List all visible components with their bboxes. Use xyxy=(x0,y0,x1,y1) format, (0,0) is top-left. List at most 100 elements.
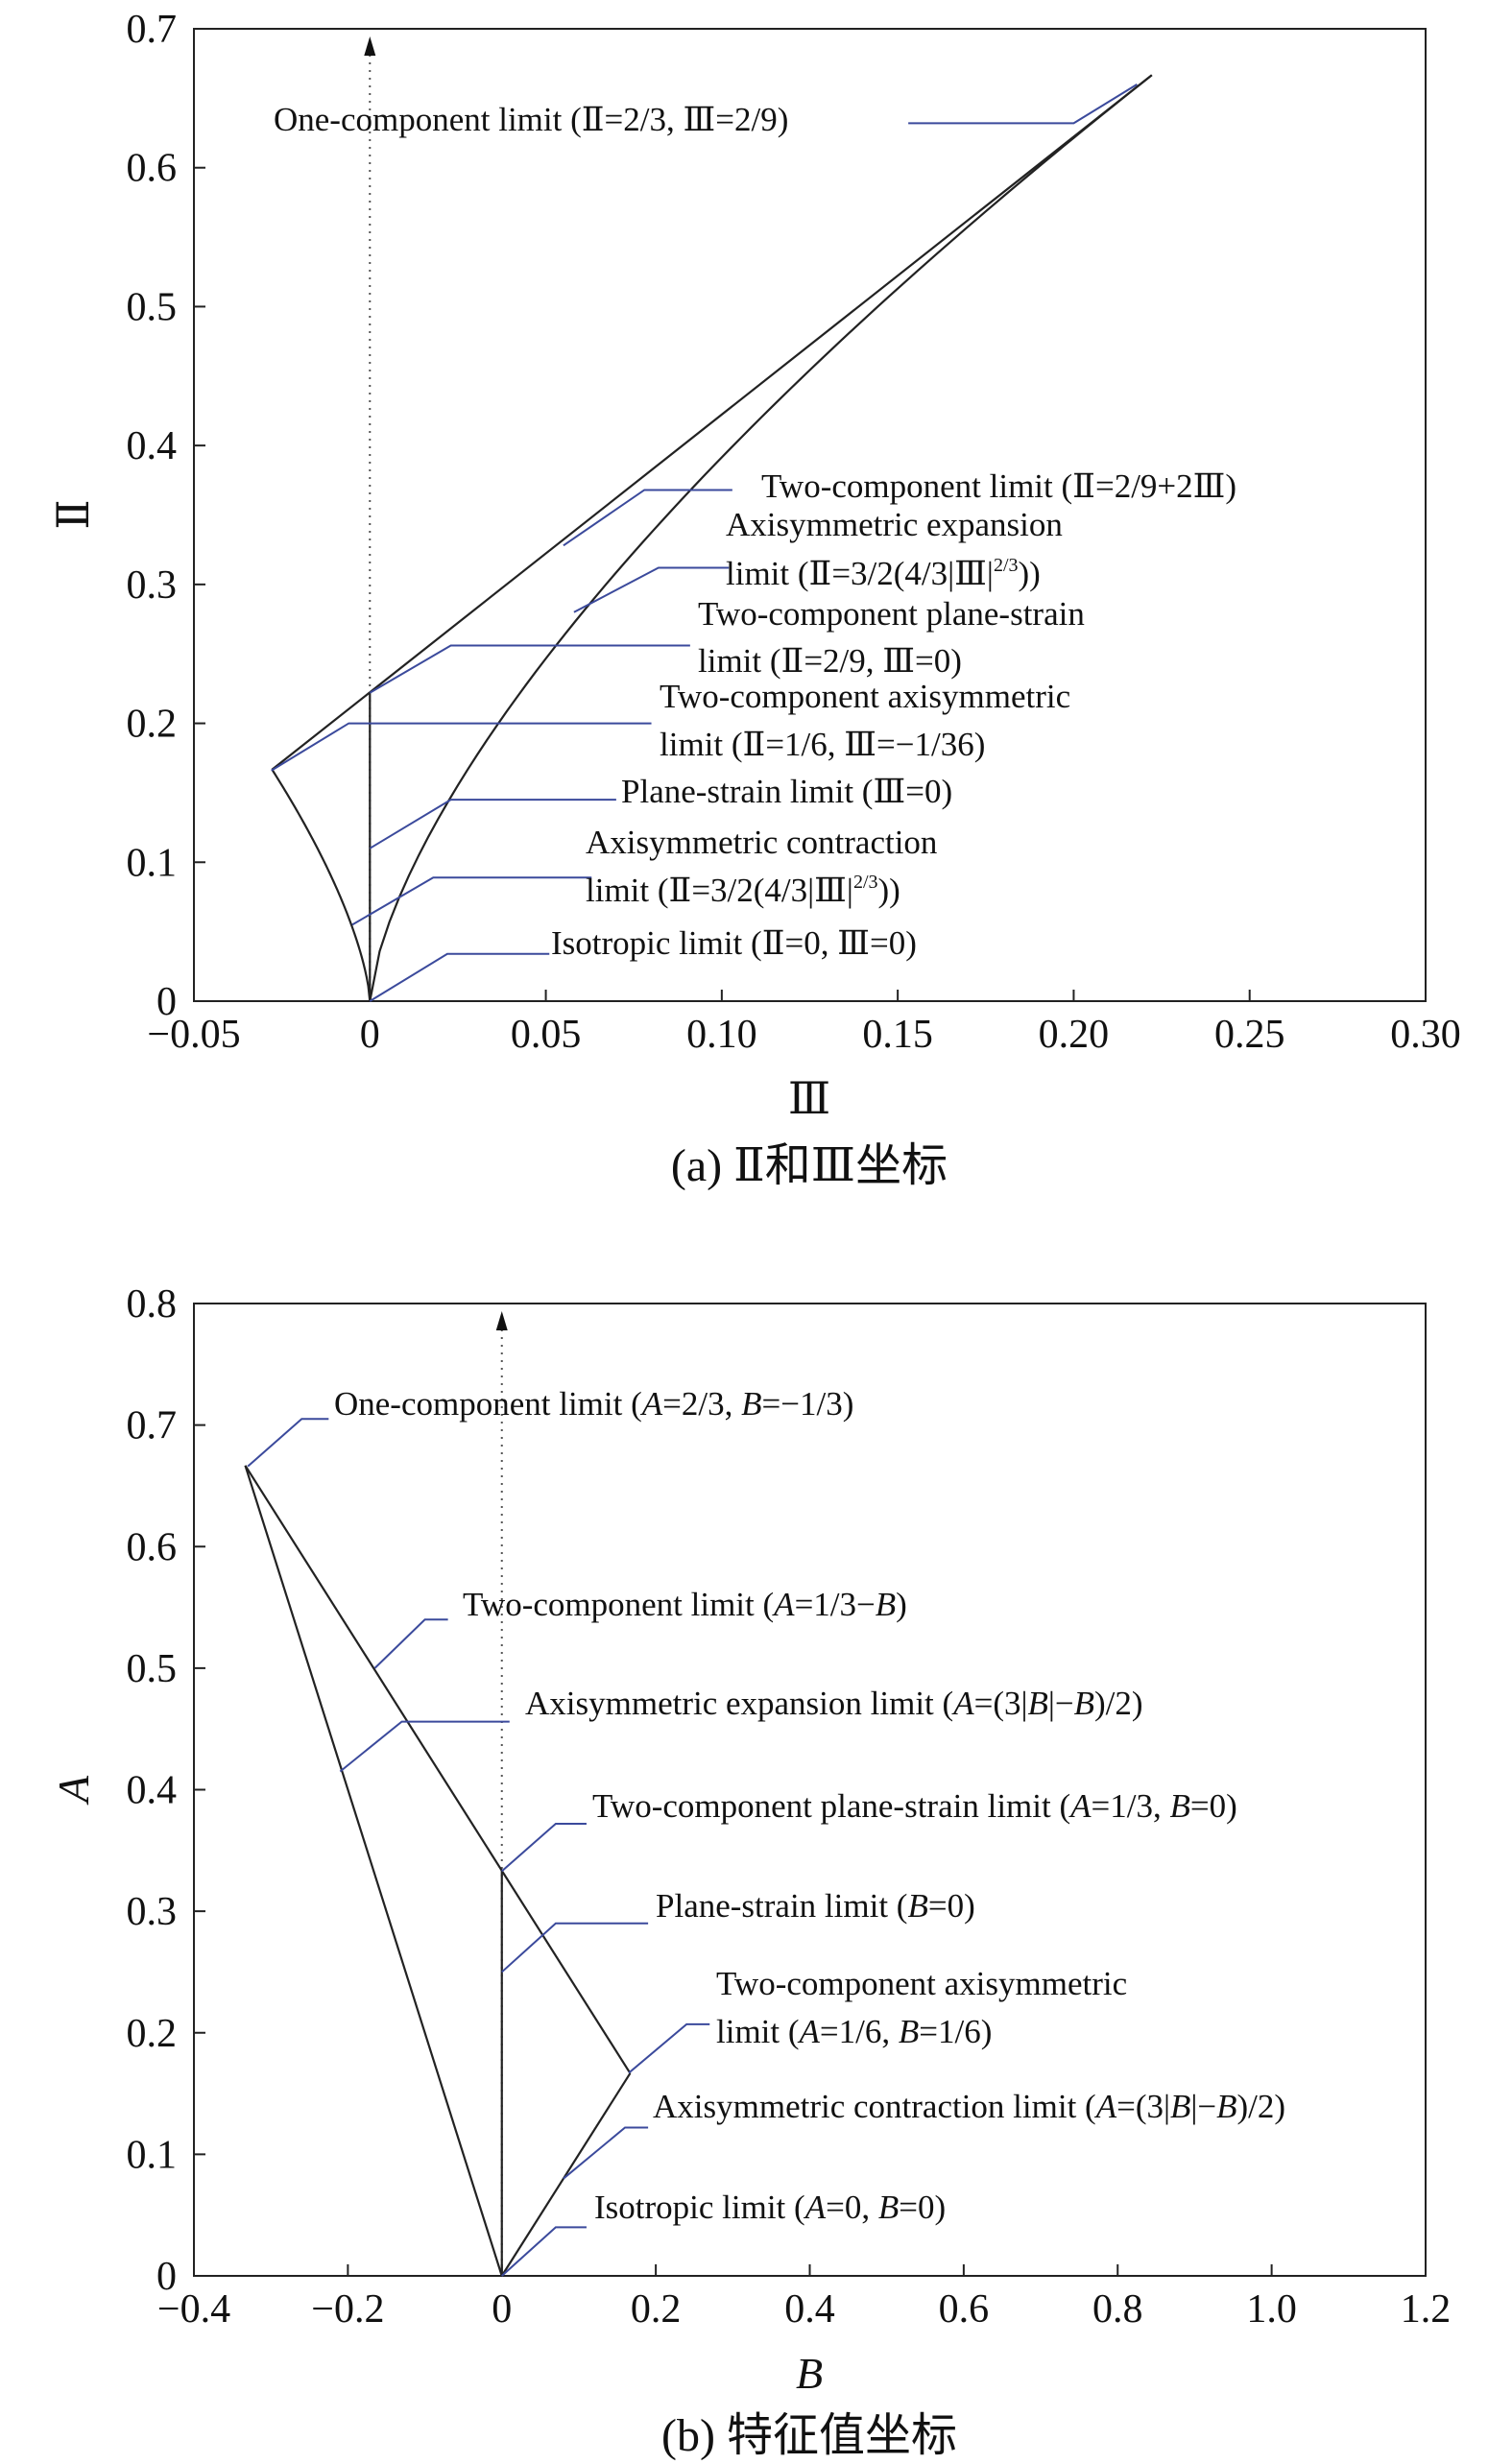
annotation-part: Two-component limit ( xyxy=(463,1586,774,1623)
annotation-part: B xyxy=(1074,1685,1094,1722)
annotation-one: One-component limit (A=2/3, B=−1/3) xyxy=(334,1385,853,1423)
x-tick-label: 0.25 xyxy=(1214,1013,1285,1057)
annotation-tcps2: limit (Ⅱ=2/9, Ⅲ=0) xyxy=(698,642,962,680)
y-tick-label: 0.2 xyxy=(127,703,178,747)
x-tick-label: 0.05 xyxy=(511,1013,582,1057)
y-tick-label: 0 xyxy=(156,980,177,1024)
panel-b-ticks: −0.4 −0.2 0 0.2 0.4 0.6 0.8 1.0 1.2 0 0.1 0.2 0.3 0.4… xyxy=(127,1282,1452,2332)
annotation-part: =1/6) xyxy=(919,2013,992,2050)
annotation-leader-line xyxy=(563,489,732,547)
annotation-part: limit (Ⅱ=3/2(4/3|Ⅲ| xyxy=(586,872,853,909)
annotation-part: A xyxy=(772,1586,795,1623)
annotation-part: A xyxy=(1068,1787,1092,1825)
y-tick-label: 0.2 xyxy=(127,2012,178,2056)
annotation-part: A xyxy=(804,2189,827,2226)
x-tick-label: 0.30 xyxy=(1390,1013,1461,1057)
annotation-part: Isotropic limit (Ⅱ=0, Ⅲ=0) xyxy=(551,924,917,962)
annotation-ps: Plane-strain limit (B=0) xyxy=(656,1887,975,1925)
y-tick-label: 0.5 xyxy=(127,285,178,329)
annotation-part: B xyxy=(1169,1787,1189,1825)
annotation-part: 2/3 xyxy=(994,555,1019,576)
annotation-part: Two-component limit (Ⅱ=2/9+2Ⅲ) xyxy=(761,467,1236,505)
annotation-axiexp: Axisymmetric expansion limit (A=(3|B|−B)… xyxy=(525,1685,1143,1722)
annotation-part: )) xyxy=(1019,555,1041,592)
y-tick-label: 0.1 xyxy=(127,2133,178,2177)
panel-a-x-axis-label: Ⅲ xyxy=(788,1074,830,1123)
annotation-leader-line xyxy=(369,952,550,1002)
annotation-part: B xyxy=(1170,2088,1190,2125)
axisymmetric-expansion-limit-line xyxy=(244,1465,503,2277)
axisymmetric-contraction-limit-line xyxy=(500,2072,632,2277)
annotation-part: =0) xyxy=(899,2189,946,2226)
x-tick-label: 0 xyxy=(492,2287,512,2332)
annotation-axiexp1: Axisymmetric expansion xyxy=(726,506,1063,543)
panel-a-curves xyxy=(271,36,1153,1002)
annotation-tcps: Two-component plane-strain limit (A=1/3,… xyxy=(592,1787,1237,1825)
annotation-part: Axisymmetric contraction limit ( xyxy=(653,2088,1096,2125)
x-tick-label: 0.6 xyxy=(939,2287,990,2332)
annotation-part: limit (Ⅱ=2/9, Ⅲ=0) xyxy=(698,642,962,680)
axisymmetric-expansion-limit-curve xyxy=(369,74,1153,1002)
y-tick-label: 0.6 xyxy=(127,1525,178,1569)
annotation-part: Axisymmetric contraction xyxy=(586,824,937,861)
annotation-leader-line xyxy=(908,84,1138,125)
annotation-part: =0) xyxy=(928,1887,975,1925)
y-tick-label: 0.7 xyxy=(127,8,178,52)
y-tick-label: 0.6 xyxy=(127,147,178,191)
y-tick-label: 0.4 xyxy=(127,1769,178,1813)
annotation-tcax2: limit (A=1/6, B=1/6) xyxy=(716,2013,992,2050)
x-tick-label: 0 xyxy=(360,1013,380,1057)
annotation-iso: Isotropic limit (Ⅱ=0, Ⅲ=0) xyxy=(551,924,917,962)
annotation-leader-line xyxy=(628,2022,710,2074)
x-tick-label: 0.4 xyxy=(784,2287,835,2332)
annotation-part: Isotropic limit ( xyxy=(594,2189,805,2226)
annotation-one: One-component limit (Ⅱ=2/3, Ⅲ=2/9) xyxy=(274,101,788,138)
annotation-part: Two-component plane-strain limit ( xyxy=(592,1787,1070,1825)
annotation-leader-line xyxy=(369,799,616,849)
y-tick-label: 0.1 xyxy=(127,841,178,885)
annotation-part: limit (Ⅱ=3/2(4/3|Ⅲ| xyxy=(726,555,994,592)
annotation-part: A xyxy=(951,1685,974,1722)
annotation-leader-line xyxy=(563,2126,649,2180)
x-tick-label: −0.4 xyxy=(157,2287,230,2332)
annotation-part: B xyxy=(878,2189,899,2226)
y-tick-label: 0.4 xyxy=(127,424,178,468)
annotation-tcax2: limit (Ⅱ=1/6, Ⅲ=−1/36) xyxy=(660,726,985,763)
annotation-part: =(3| xyxy=(1116,2088,1170,2125)
annotation-tcax1: Two-component axisymmetric xyxy=(660,678,1070,715)
panel-a-plot-frame xyxy=(193,28,1427,1002)
panel-b-caption: (b) 特征值坐标 xyxy=(661,2410,957,2461)
annotation-part: |− xyxy=(1190,2088,1216,2125)
reference-axis-arrow xyxy=(495,1311,508,1330)
panel-b-x-axis-label: B xyxy=(796,2349,823,2398)
annotation-leader-line xyxy=(373,1618,448,1669)
annotation-axcon2: limit (Ⅱ=3/2(4/3|Ⅲ|2/3)) xyxy=(586,872,900,909)
two-component-limit-line xyxy=(244,1465,632,2074)
annotation-part: Axisymmetric expansion xyxy=(726,506,1063,543)
annotation-part: )/2) xyxy=(1094,1685,1143,1722)
annotation-part: Two-component plane-strain xyxy=(698,595,1085,633)
annotation-part: B xyxy=(1027,1685,1047,1722)
annotation-leader-line xyxy=(501,1922,649,1974)
annotation-tcax1: Two-component axisymmetric xyxy=(716,1965,1127,2002)
panel-a-annotations: One-component limit (Ⅱ=2/3, Ⅲ=2/9) Two-co… xyxy=(274,101,1236,962)
annotation-part: B xyxy=(876,1586,896,1623)
annotation-leader-line xyxy=(501,2226,587,2277)
annotation-tcps1: Two-component plane-strain xyxy=(698,595,1085,633)
panel-a-y-axis-label: Ⅱ xyxy=(49,499,98,529)
annotation-leader-line xyxy=(501,1822,587,1873)
annotation-part: )/2) xyxy=(1237,2088,1286,2125)
annotation-leader-line xyxy=(339,1720,510,1773)
panel-a-ticks: −0.05 0 0.05 0.10 0.15 0.20 0.25 0.3000.10.20.3… xyxy=(127,8,1461,1057)
annotation-axcon1: Axisymmetric contraction xyxy=(586,824,937,861)
x-tick-label: 1.2 xyxy=(1401,2287,1452,2332)
annotation-part: ) xyxy=(896,1586,907,1623)
y-tick-label: 0.8 xyxy=(127,1282,178,1327)
panel-b-chart: −0.4 −0.2 0 0.2 0.4 0.6 0.8 1.0 1.2 0 0.1 0.2 0.3 0.4… xyxy=(49,1282,1451,2461)
annotation-part: Plane-strain limit ( xyxy=(656,1887,907,1925)
y-tick-label: 0.3 xyxy=(127,1890,178,1934)
annotation-two: Two-component limit (Ⅱ=2/9+2Ⅲ) xyxy=(761,467,1236,505)
annotation-leader-line xyxy=(573,566,730,613)
annotation-part: =0, xyxy=(826,2189,878,2226)
annotation-part: 2/3 xyxy=(853,872,878,893)
